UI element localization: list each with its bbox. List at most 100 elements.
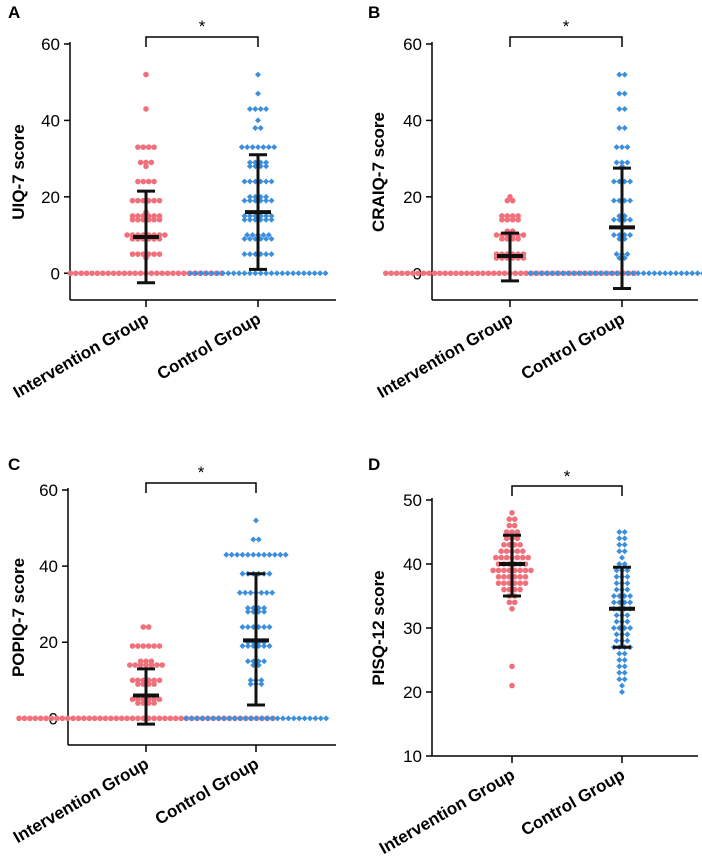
control-point xyxy=(253,715,259,722)
control-point xyxy=(619,554,625,561)
y-tick-label: 20 xyxy=(403,683,422,702)
intervention-point xyxy=(135,213,141,219)
control-point xyxy=(616,541,623,548)
intervention-point xyxy=(178,715,184,722)
intervention-point xyxy=(498,548,505,554)
intervention-point xyxy=(514,554,521,561)
control-point xyxy=(257,125,264,132)
control-point xyxy=(253,517,259,524)
intervention-point xyxy=(517,580,523,586)
control-point xyxy=(241,178,248,185)
intervention-point xyxy=(493,554,499,561)
intervention-point xyxy=(493,232,500,238)
intervention-point xyxy=(511,516,518,522)
control-point xyxy=(610,197,617,204)
intervention-point xyxy=(522,580,529,586)
control-point xyxy=(263,589,270,596)
control-point xyxy=(236,715,243,722)
intervention-point xyxy=(129,643,136,649)
intervention-point xyxy=(145,643,152,649)
intervention-point xyxy=(496,270,503,277)
control-point xyxy=(317,270,324,277)
intervention-point xyxy=(503,529,510,535)
control-point xyxy=(627,216,634,223)
control-point xyxy=(263,105,270,112)
control-point xyxy=(624,637,631,644)
intervention-point xyxy=(81,715,87,722)
control-point xyxy=(193,715,200,722)
control-point xyxy=(610,593,617,599)
control-point xyxy=(241,216,248,223)
intervention-point xyxy=(522,574,529,580)
control-point xyxy=(624,580,631,587)
intervention-point xyxy=(151,696,157,703)
control-point xyxy=(239,570,246,577)
control-point xyxy=(621,105,628,112)
intervention-point xyxy=(129,677,136,684)
y-tick-label: 60 xyxy=(39,481,58,500)
intervention-point xyxy=(517,574,523,580)
control-point xyxy=(241,251,248,258)
control-point xyxy=(244,624,251,631)
control-point xyxy=(616,71,623,78)
intervention-point xyxy=(507,194,513,200)
control-point xyxy=(209,270,216,277)
control-point xyxy=(239,624,246,631)
control-point xyxy=(296,715,303,722)
control-point xyxy=(610,232,617,239)
intervention-point xyxy=(129,213,136,219)
control-point xyxy=(263,212,270,219)
control-point xyxy=(255,144,261,151)
control-point xyxy=(627,593,634,599)
control-point xyxy=(271,144,278,151)
control-point xyxy=(246,270,253,277)
intervention-point xyxy=(70,715,76,722)
control-point xyxy=(592,270,598,277)
control-point xyxy=(616,125,623,132)
control-point xyxy=(581,270,588,277)
intervention-point xyxy=(94,270,101,277)
intervention-point xyxy=(518,270,524,277)
intervention-point xyxy=(129,696,136,703)
control-point xyxy=(263,270,270,277)
control-point xyxy=(269,715,276,722)
chart-panel-d: D 10 20 30 40 50 PISQ-12 score Intervention Gro… xyxy=(368,455,698,858)
control-point xyxy=(311,270,318,277)
control-point xyxy=(241,235,248,242)
significance-bracket xyxy=(145,482,257,493)
intervention-point xyxy=(509,529,515,535)
intervention-point xyxy=(151,715,157,722)
control-point xyxy=(258,677,265,684)
control-point xyxy=(188,715,195,722)
control-point xyxy=(613,573,620,580)
control-point xyxy=(246,163,253,170)
control-point xyxy=(249,232,256,239)
intervention-point xyxy=(491,270,497,277)
intervention-point xyxy=(167,715,174,722)
intervention-point xyxy=(388,270,395,277)
control-point xyxy=(621,676,628,683)
intervention-point xyxy=(156,715,163,722)
intervention-point xyxy=(501,586,507,593)
intervention-point xyxy=(121,270,128,277)
control-point xyxy=(621,548,628,555)
intervention-point xyxy=(110,270,117,277)
intervention-point xyxy=(151,144,157,150)
control-point xyxy=(640,270,647,277)
intervention-point xyxy=(137,658,144,665)
intervention-point xyxy=(501,574,507,580)
intervention-point xyxy=(503,554,510,561)
control-point xyxy=(250,536,257,543)
intervention-point xyxy=(59,715,66,722)
control-point xyxy=(678,270,685,277)
control-point xyxy=(613,159,620,166)
x-tick-label: Control Group xyxy=(518,765,628,840)
intervention-point xyxy=(113,715,120,722)
control-point xyxy=(268,216,275,223)
control-point xyxy=(624,612,631,619)
control-point xyxy=(247,681,254,688)
intervention-point xyxy=(27,715,33,722)
control-point xyxy=(263,235,270,242)
control-point xyxy=(265,144,272,151)
